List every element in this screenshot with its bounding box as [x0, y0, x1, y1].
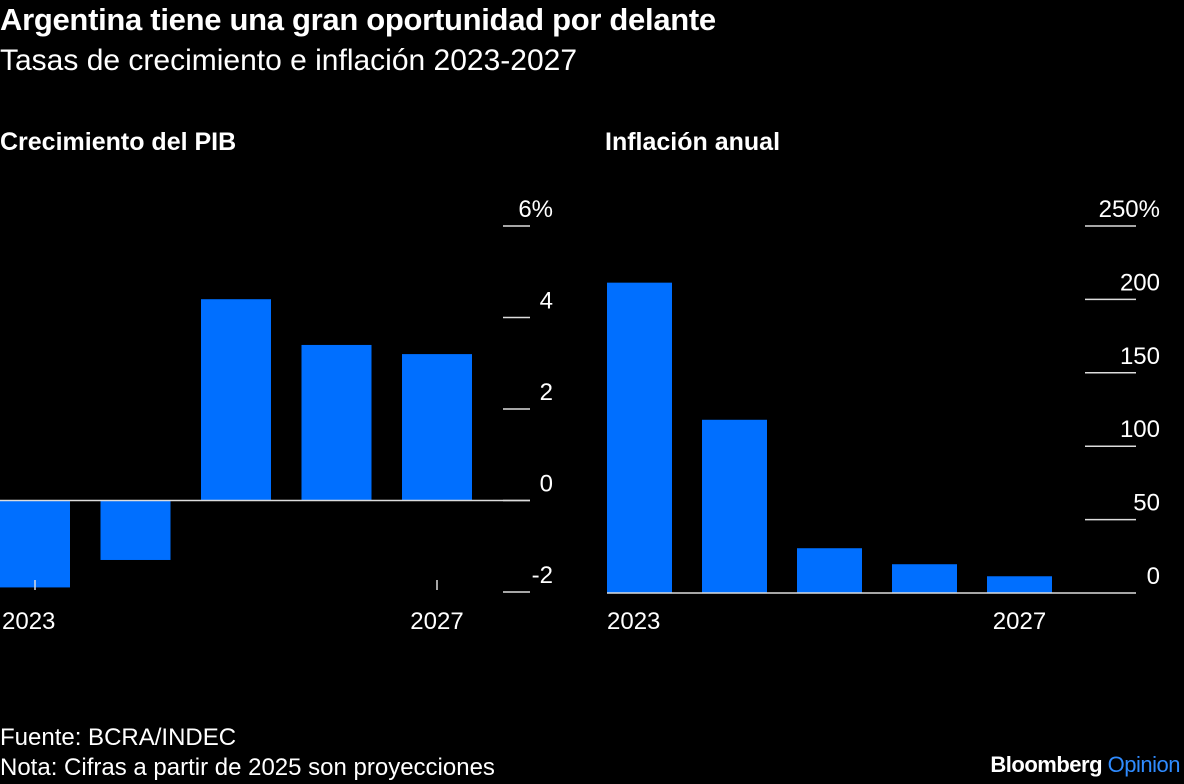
inflation-x-tick-label: 2027 [993, 608, 1046, 635]
inflation-bar-2025 [797, 548, 862, 593]
inflation-y-tick-label: 100 [1120, 416, 1160, 443]
logo-brand: Bloomberg [990, 752, 1103, 777]
gdp-y-tick-label: 4 [540, 288, 553, 315]
chart-subtitle: Tasas de crecimiento e inflación 2023-20… [0, 44, 578, 77]
inflation-bar-2027 [987, 576, 1052, 593]
inflation-bar-2026 [892, 564, 957, 593]
gdp-y-tick-label: 2 [540, 379, 553, 406]
gdp-bar-2027 [402, 354, 472, 501]
inflation-y-tick-label: 50 [1133, 490, 1160, 517]
gdp-bar-2025 [201, 299, 271, 501]
chart-title: Argentina tiene una gran oportunidad por… [0, 2, 716, 37]
gdp-y-tick-label: 6% [518, 196, 553, 223]
inflation-x-tick-label: 2023 [607, 608, 660, 635]
inflation-bar-2023 [607, 282, 672, 593]
bloomberg-opinion-logo: Bloomberg Opinion [990, 752, 1180, 778]
gdp-bar-2024 [100, 500, 171, 560]
gdp-bar-2026 [301, 344, 372, 501]
gdp-x-tick-label: 2027 [410, 608, 463, 635]
inflation-y-tick-label: 0 [1147, 563, 1160, 590]
inflation-y-tick-label: 150 [1120, 343, 1160, 370]
source-note: Fuente: BCRA/INDEC [0, 724, 237, 751]
gdp-y-tick-label: -2 [532, 562, 553, 589]
gdp-panel-title: Crecimiento del PIB [0, 128, 237, 156]
inflation-y-tick-label: 200 [1120, 269, 1160, 296]
gdp-bar-2023 [0, 500, 70, 588]
footnote: Nota: Cifras a partir de 2025 son proyec… [0, 754, 495, 781]
logo-section: Opinion [1107, 752, 1181, 777]
inflation-bar-2024 [702, 419, 767, 593]
gdp-x-tick-label: 2023 [2, 608, 55, 635]
inflation-panel-title: Inflación anual [605, 128, 781, 156]
gdp-y-tick-label: 0 [540, 471, 553, 498]
inflation-y-tick-label: 250% [1099, 196, 1160, 223]
